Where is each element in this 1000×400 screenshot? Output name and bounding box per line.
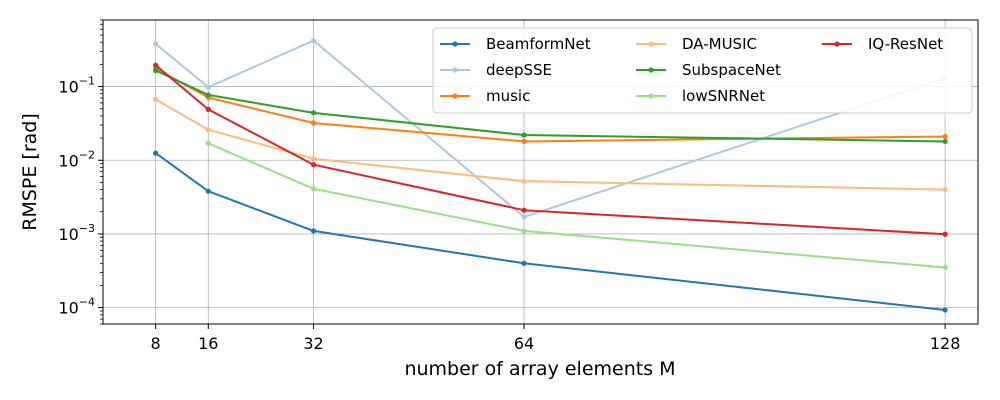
data-point-beamformnet [942, 307, 948, 313]
data-point-music [310, 120, 317, 126]
data-point-lowsnrnet [942, 264, 948, 271]
data-point-lowsnrnet [205, 140, 211, 146]
y-axis-title: RMSPE [rad] [19, 113, 41, 231]
data-point-music [942, 133, 948, 140]
series-iq-resnet [153, 62, 948, 237]
data-point-deepsse [205, 84, 211, 90]
y-tick-label: 10−2 [58, 148, 95, 170]
legend-item: BeamformNet [440, 35, 591, 53]
legend: BeamformNet deepSSE music DA-MUSIC SubspaceN… [432, 27, 973, 114]
legend-marker-swatch [452, 41, 458, 47]
y-tick-label: 10−3 [58, 222, 95, 244]
legend-item: deepSSE [440, 61, 552, 79]
y-tick-label: 10−4 [58, 296, 95, 318]
legend-label: BeamformNet [486, 35, 591, 53]
data-point-deepsse [521, 214, 527, 220]
legend-marker-swatch [648, 41, 654, 47]
data-point-da-music [521, 178, 527, 184]
legend-item: music [440, 87, 530, 105]
data-point-da-music [205, 127, 211, 133]
series-da-music [153, 96, 948, 193]
y-tick-label-exponent: −4 [79, 296, 95, 309]
data-point-iq-resnet [153, 62, 159, 68]
data-point-deepsse [310, 38, 317, 44]
legend-marker-swatch [452, 67, 458, 73]
data-point-lowsnrnet [310, 186, 317, 192]
legend-label: deepSSE [486, 61, 552, 79]
y-tick-label-exponent: −2 [79, 148, 95, 161]
data-point-deepsse [153, 41, 159, 47]
legend-item: lowSNRNet [636, 87, 765, 105]
legend-marker-swatch [834, 41, 840, 47]
legend-item: SubspaceNet [636, 61, 781, 79]
x-tick-label: 128 [930, 334, 961, 353]
legend-box [432, 27, 973, 114]
data-point-subspacenet [310, 110, 317, 116]
y-tick-label-exponent: −3 [79, 222, 95, 235]
data-point-subspacenet [153, 67, 159, 74]
data-point-beamformnet [153, 150, 159, 156]
legend-label: SubspaceNet [682, 61, 781, 79]
data-point-subspacenet [205, 92, 211, 98]
data-point-da-music [942, 186, 948, 193]
data-point-beamformnet [205, 188, 211, 194]
x-tick-label: 32 [303, 334, 323, 353]
data-point-iq-resnet [205, 106, 211, 112]
legend-label: music [486, 87, 530, 105]
x-tick-label: 16 [198, 334, 218, 353]
y-tick-label-base: 10 [58, 151, 78, 170]
legend-marker-swatch [648, 93, 654, 99]
series-beamformnet [153, 150, 948, 313]
series-subspacenet [153, 67, 948, 145]
y-tick-label-exponent: −1 [79, 75, 95, 88]
data-point-music [521, 138, 527, 145]
data-point-subspacenet [942, 138, 948, 145]
series-line-beamformnet [155, 152, 946, 311]
y-tick-label-base: 10 [58, 78, 78, 97]
legend-marker-swatch [452, 93, 458, 99]
data-point-lowsnrnet [521, 228, 527, 234]
data-point-iq-resnet [521, 207, 527, 213]
legend-item: IQ-ResNet [822, 35, 943, 53]
x-axis-title: number of array elements M [404, 358, 675, 380]
y-tick-label-base: 10 [58, 299, 78, 318]
data-point-da-music [310, 156, 317, 162]
data-point-subspacenet [521, 132, 527, 138]
legend-label: DA-MUSIC [682, 35, 757, 53]
series-layer [153, 38, 948, 313]
data-point-iq-resnet [942, 231, 948, 237]
y-tick-label-base: 10 [58, 225, 78, 244]
x-tick-label: 8 [151, 334, 161, 353]
series-lowsnrnet [205, 140, 948, 271]
legend-label: IQ-ResNet [868, 35, 943, 53]
legend-item: DA-MUSIC [636, 35, 757, 53]
data-point-beamformnet [310, 228, 317, 234]
data-point-beamformnet [521, 260, 527, 266]
data-point-da-music [153, 96, 159, 102]
data-point-iq-resnet [310, 162, 317, 168]
legend-label: lowSNRNet [682, 87, 765, 105]
x-tick-label: 64 [514, 334, 534, 353]
y-tick-label: 10−1 [58, 75, 95, 97]
legend-marker-swatch [648, 67, 654, 73]
series-line-lowsnrnet [207, 142, 946, 269]
